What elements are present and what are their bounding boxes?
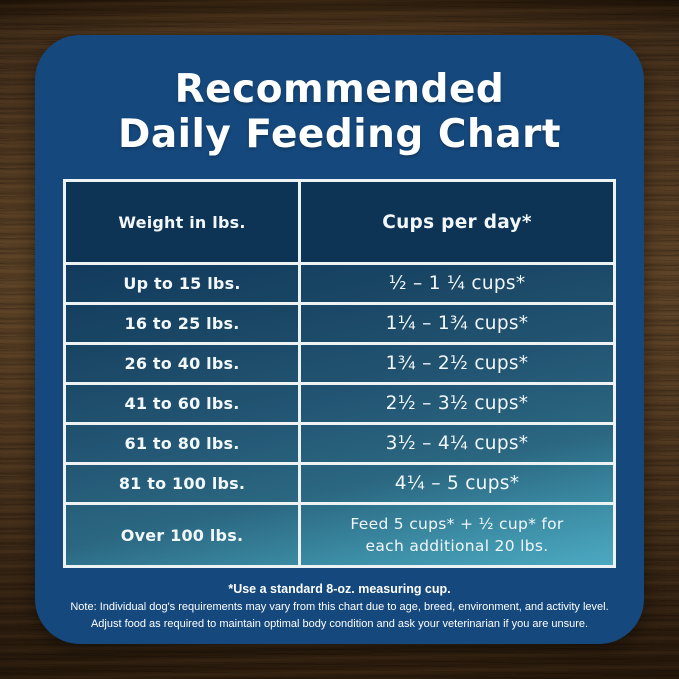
weight-cell: Over 100 lbs.: [120, 525, 244, 545]
page-title-line1: Recommended: [174, 67, 505, 112]
cups-cell-line1: Feed 5 cups* + ½ cup* for: [350, 515, 564, 533]
table-body: Up to 15 lbs. ½ – 1 ¼ cups* 16 to 25 lbs…: [66, 262, 613, 566]
column-divider: [298, 425, 301, 463]
column-divider: [298, 345, 301, 383]
weight-cell: 26 to 40 lbs.: [124, 354, 240, 374]
cups-cell-line2: each additional 20 lbs.: [365, 537, 549, 556]
table-row: Up to 15 lbs. ½ – 1 ¼ cups*: [66, 262, 613, 303]
cups-cell: ½ – 1 ¼ cups*: [388, 273, 526, 295]
page-title: Recommended Daily Feeding Chart: [118, 67, 561, 157]
footnote-note-line1: Note: Individual dog's requirements may …: [70, 601, 609, 614]
table-row: 61 to 80 lbs. 3½ – 4¼ cups*: [66, 422, 613, 463]
table-row: 26 to 40 lbs. 1¾ – 2½ cups*: [66, 342, 613, 383]
column-divider: [298, 465, 301, 503]
weight-cell: 81 to 100 lbs.: [118, 474, 246, 494]
footnote-measuring-cup: *Use a standard 8-oz. measuring cup.: [228, 582, 451, 597]
footnotes: *Use a standard 8-oz. measuring cup. Not…: [42, 582, 637, 632]
feeding-table: Weight in lbs. Cups per day* Up to 15 lb…: [63, 179, 616, 569]
cups-cell: 3½ – 4¼ cups*: [385, 433, 529, 455]
column-divider: [298, 385, 301, 423]
page-title-line2: Daily Feeding Chart: [117, 112, 561, 158]
table-header-row: Weight in lbs. Cups per day*: [66, 182, 613, 263]
table-row: 41 to 60 lbs. 2½ – 3½ cups*: [66, 382, 613, 423]
weight-cell: Up to 15 lbs.: [123, 274, 241, 294]
cups-cell: 4¼ – 5 cups*: [394, 473, 520, 495]
weight-cell: 41 to 60 lbs.: [124, 394, 240, 414]
column-divider: [298, 265, 301, 303]
cups-cell: Feed 5 cups* + ½ cup* for each additiona…: [301, 505, 613, 565]
cups-cell: 1¾ – 2½ cups*: [385, 353, 529, 375]
table-row: Over 100 lbs. Feed 5 cups* + ½ cup* for …: [66, 502, 613, 566]
cups-cell: 1¼ – 1¾ cups*: [385, 313, 529, 335]
column-divider: [298, 505, 301, 566]
column-divider: [298, 305, 301, 343]
table-row: 16 to 25 lbs. 1¼ – 1¾ cups*: [66, 302, 613, 343]
column-divider: [298, 182, 301, 263]
header-cell-cups: Cups per day*: [382, 211, 532, 233]
header-cell-weight: Weight in lbs.: [118, 212, 246, 232]
feeding-chart-card: Recommended Daily Feeding Chart Weight i…: [35, 35, 644, 644]
cups-cell: 2½ – 3½ cups*: [385, 393, 529, 415]
footnote-note-line2: Adjust food as required to maintain opti…: [90, 617, 589, 630]
weight-cell: 16 to 25 lbs.: [124, 314, 240, 334]
table-row: 81 to 100 lbs. 4¼ – 5 cups*: [66, 462, 613, 503]
weight-cell: 61 to 80 lbs.: [124, 434, 240, 454]
